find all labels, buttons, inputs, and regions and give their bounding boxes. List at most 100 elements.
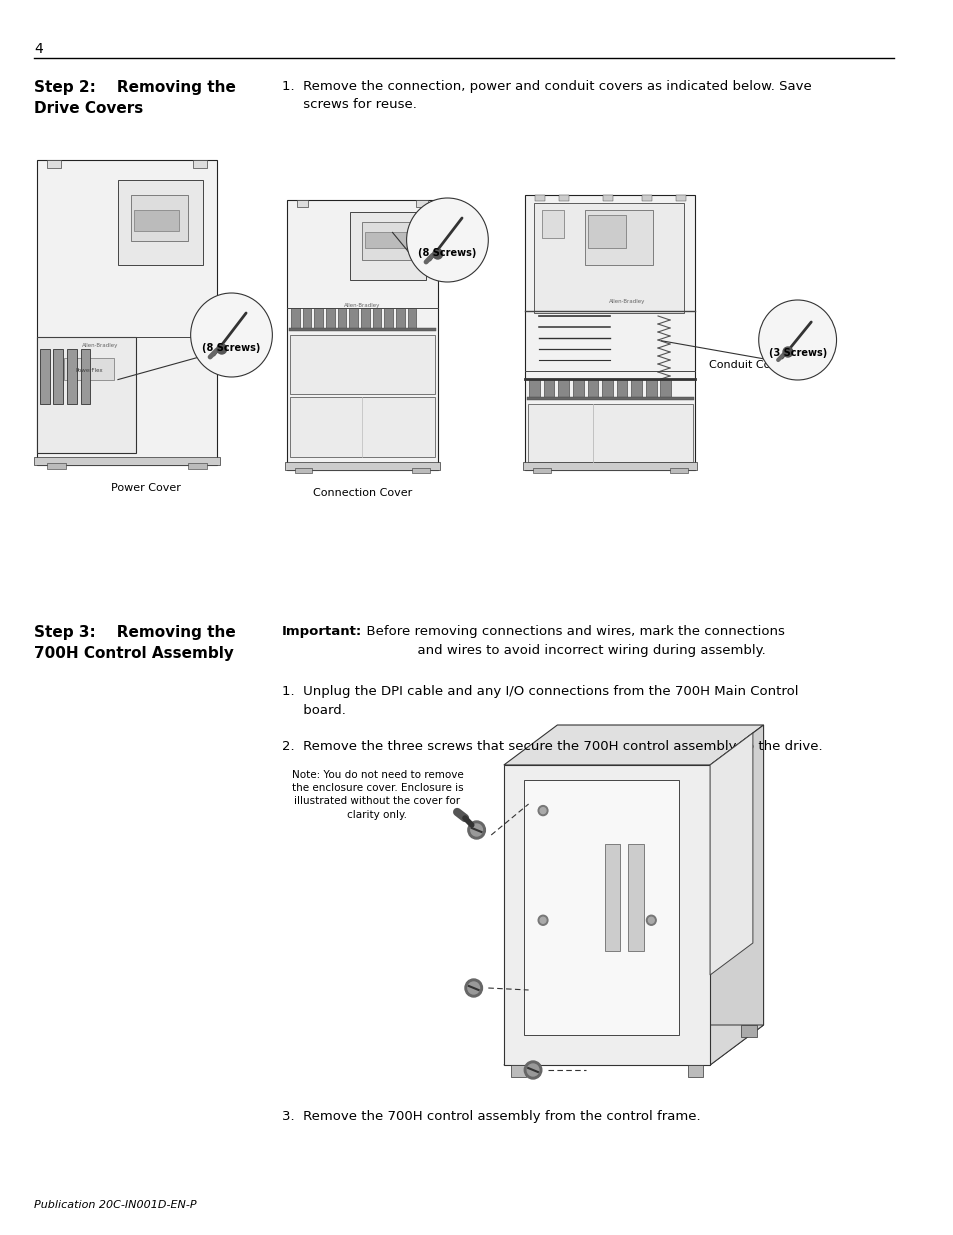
Bar: [670, 468, 687, 473]
Bar: [524, 781, 679, 1035]
Bar: [573, 379, 583, 398]
Text: 1.  Unplug the DPI cable and any I/O connections from the 700H Main Control
    : 1. Unplug the DPI cable and any I/O conn…: [282, 685, 798, 718]
Circle shape: [648, 918, 654, 924]
Bar: [627, 844, 643, 951]
Bar: [407, 308, 416, 329]
Bar: [53, 350, 63, 404]
Bar: [523, 462, 697, 471]
Text: Allen-Bradley: Allen-Bradley: [344, 303, 380, 308]
Bar: [289, 329, 436, 331]
Bar: [47, 463, 66, 469]
Bar: [131, 195, 188, 241]
Text: 4: 4: [34, 42, 43, 56]
Circle shape: [782, 347, 792, 357]
Bar: [558, 195, 568, 201]
Bar: [384, 308, 393, 329]
Text: Step 3:    Removing the
700H Control Assembly: Step 3: Removing the 700H Control Assemb…: [34, 625, 235, 661]
Bar: [287, 200, 437, 471]
Bar: [533, 468, 550, 473]
Bar: [34, 457, 219, 466]
Bar: [558, 379, 568, 398]
Bar: [40, 350, 50, 404]
Polygon shape: [503, 1025, 762, 1065]
Bar: [296, 200, 308, 207]
Circle shape: [537, 915, 547, 925]
Bar: [503, 764, 709, 1065]
Circle shape: [467, 982, 479, 994]
Polygon shape: [503, 725, 762, 764]
Bar: [510, 1065, 526, 1077]
Bar: [294, 468, 312, 473]
Text: Allen-Bradley: Allen-Bradley: [82, 343, 118, 348]
Bar: [412, 468, 430, 473]
Bar: [188, 463, 207, 469]
Bar: [659, 379, 671, 398]
Bar: [67, 350, 77, 404]
Bar: [527, 398, 693, 400]
Bar: [602, 195, 612, 201]
Bar: [337, 308, 346, 329]
Text: Allen-Bradley: Allen-Bradley: [609, 300, 645, 305]
Text: Power Cover: Power Cover: [112, 483, 181, 493]
Bar: [285, 462, 439, 471]
Circle shape: [646, 915, 656, 925]
Bar: [528, 404, 692, 462]
Bar: [740, 1025, 756, 1037]
Circle shape: [537, 805, 547, 815]
Bar: [525, 195, 695, 471]
Bar: [326, 308, 335, 329]
Circle shape: [539, 808, 545, 814]
Circle shape: [433, 249, 442, 259]
Ellipse shape: [406, 198, 488, 282]
Bar: [534, 203, 683, 312]
Text: PowerFlex: PowerFlex: [75, 368, 103, 373]
Bar: [37, 161, 216, 466]
Text: Before removing connections and wires, mark the connections
              and wi: Before removing connections and wires, m…: [357, 625, 784, 657]
Text: 2.  Remove the three screws that secure the 700H control assembly to the drive.: 2. Remove the three screws that secure t…: [282, 740, 821, 753]
Bar: [676, 195, 685, 201]
Circle shape: [216, 345, 227, 354]
Bar: [302, 308, 311, 329]
Bar: [641, 195, 651, 201]
Bar: [349, 308, 357, 329]
Bar: [541, 210, 564, 237]
Circle shape: [467, 821, 485, 839]
Bar: [588, 215, 625, 248]
Bar: [314, 308, 323, 329]
Bar: [290, 335, 435, 394]
Text: (3 Screws): (3 Screws): [768, 348, 826, 358]
Bar: [543, 379, 554, 398]
Bar: [81, 350, 91, 404]
Text: (8 Screws): (8 Screws): [417, 248, 476, 258]
Text: Connection Cover: Connection Cover: [313, 488, 412, 498]
Polygon shape: [709, 734, 752, 974]
Bar: [616, 379, 627, 398]
Bar: [64, 358, 114, 379]
Bar: [365, 232, 407, 248]
Bar: [584, 210, 652, 266]
Bar: [587, 379, 598, 398]
Circle shape: [470, 824, 482, 836]
Text: Publication 20C-IN001D-EN-P: Publication 20C-IN001D-EN-P: [34, 1200, 196, 1210]
Text: Step 2:    Removing the
Drive Covers: Step 2: Removing the Drive Covers: [34, 80, 235, 116]
Ellipse shape: [758, 300, 836, 380]
Circle shape: [464, 979, 482, 997]
Bar: [37, 337, 135, 453]
Bar: [350, 212, 425, 279]
Circle shape: [539, 918, 545, 924]
Bar: [529, 379, 539, 398]
Bar: [535, 195, 544, 201]
Bar: [290, 398, 435, 457]
Text: Note: You do not need to remove
the enclosure cover. Enclosure is
illustrated wi: Note: You do not need to remove the encl…: [292, 769, 463, 820]
Bar: [362, 222, 415, 259]
Bar: [193, 161, 207, 168]
Bar: [291, 308, 299, 329]
Text: 3.  Remove the 700H control assembly from the control frame.: 3. Remove the 700H control assembly from…: [282, 1110, 700, 1123]
Text: (8 Screws): (8 Screws): [202, 343, 260, 353]
Bar: [604, 844, 619, 951]
Bar: [118, 180, 202, 266]
Bar: [47, 161, 61, 168]
Bar: [645, 379, 656, 398]
Circle shape: [524, 1061, 541, 1079]
Bar: [687, 1065, 702, 1077]
